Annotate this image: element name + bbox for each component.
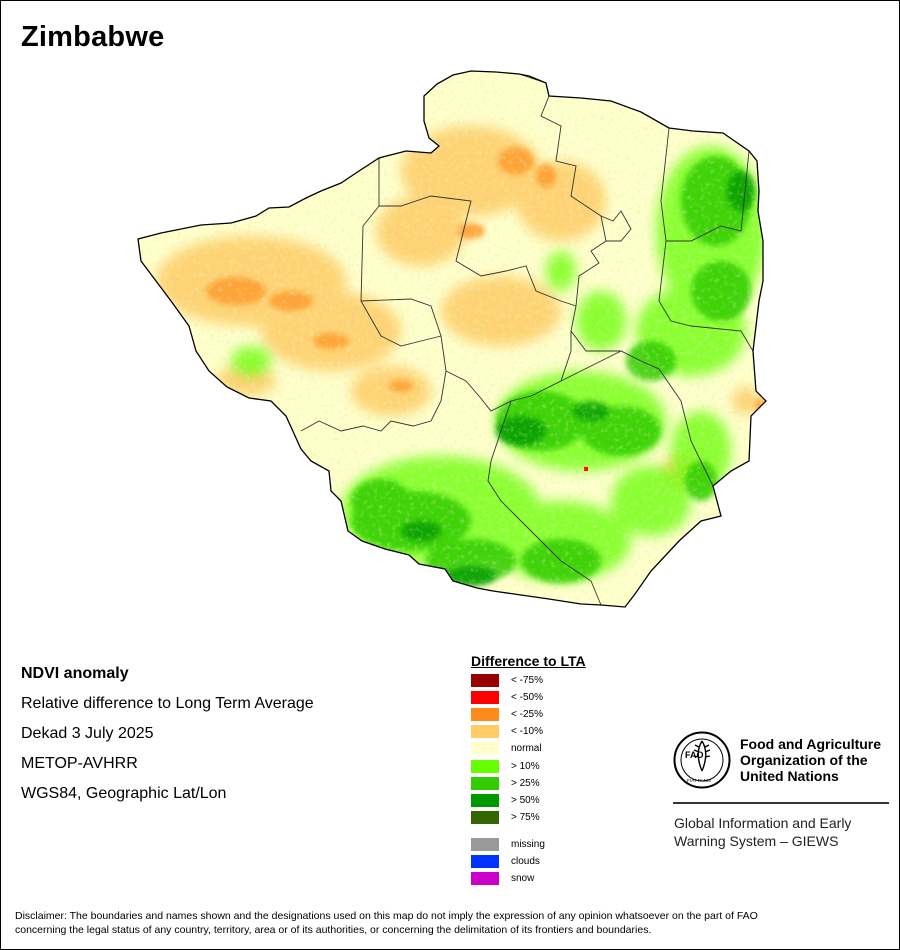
product-projection: WGS84, Geographic Lat/Lon: [21, 785, 227, 802]
legend-swatch: [471, 707, 499, 721]
legend-swatch: [471, 811, 499, 825]
giews-line1: Global Information and Early: [674, 815, 852, 831]
fao-name-line2: Organization of the: [740, 752, 868, 768]
product-description: Relative difference to Long Term Average: [21, 695, 314, 712]
legend-label: missing: [511, 838, 545, 850]
legend-label: > 50%: [511, 794, 540, 806]
legend: Difference to LTA < -75% < -50% < -25% < -1…: [471, 653, 671, 885]
legend-label: > 25%: [511, 777, 540, 789]
legend-swatch: [471, 742, 499, 756]
legend-swatch: [471, 776, 499, 790]
boundary-bulawayo-north: [360, 300, 442, 347]
legend-item: > 50%: [471, 793, 540, 807]
giews-name: Global Information and Early Warning Sys…: [674, 814, 851, 850]
texture-green: [138, 71, 766, 607]
fao-name: Food and Agriculture Organization of the…: [740, 736, 881, 784]
legend-label: > 75%: [511, 812, 540, 824]
disclaimer-line1: Disclaimer: The boundaries and names sho…: [15, 910, 758, 922]
boundary-matabeleland-south-north: [300, 370, 447, 432]
legend-label: < -50%: [511, 691, 543, 703]
fao-name-line3: United Nations: [740, 768, 839, 784]
map-title: Zimbabwe: [21, 21, 165, 53]
boundary-mashonaland-central: [518, 73, 607, 332]
province-boundaries: [300, 73, 754, 606]
legend-swatch: [471, 854, 499, 868]
legend-label: < -10%: [511, 726, 543, 738]
legend-swatch: [471, 673, 499, 687]
legend-item: < -50%: [471, 690, 543, 704]
legend-swatch: [471, 871, 499, 885]
ndvi-anomaly-map: [137, 70, 767, 608]
boundary-manicaland-south: [570, 330, 714, 487]
legend-item: < -10%: [471, 725, 543, 739]
anomaly-raster: [138, 71, 766, 607]
legend-item: snow: [471, 871, 534, 885]
legend-swatch: [471, 690, 499, 704]
legend-item: > 10%: [471, 759, 540, 773]
legend-label: normal: [511, 743, 542, 755]
fao-emblem-icon: FAO FIAT PANIS: [673, 731, 731, 789]
legend-title: Difference to LTA: [471, 653, 586, 669]
disclaimer-line2: concerning the legal status of any count…: [15, 924, 652, 936]
fao-emblem-letter-f: FAO: [685, 750, 704, 760]
fao-name-line1: Food and Agriculture: [740, 736, 882, 752]
boundary-mashonaland-east-north: [660, 127, 750, 242]
legend-label: < -75%: [511, 674, 543, 686]
map-info-block: NDVI anomaly Relative difference to Long…: [21, 659, 314, 809]
product-name: NDVI anomaly: [21, 665, 129, 682]
boundary-harare: [600, 210, 632, 242]
product-sensor: METOP-AVHRR: [21, 755, 138, 772]
boundary-mashonaland-east-south: [658, 240, 754, 352]
legend-label: snow: [511, 872, 535, 884]
legend-item: > 25%: [471, 776, 540, 790]
legend-item: missing: [471, 837, 545, 851]
legend-swatch: [471, 793, 499, 807]
legend-item: < -75%: [471, 673, 543, 687]
legend-item: normal: [471, 742, 542, 756]
legend-swatch: [471, 725, 499, 739]
legend-label: < -25%: [511, 708, 543, 720]
legend-item: clouds: [471, 854, 540, 868]
legend-item: > 75%: [471, 811, 540, 825]
disclaimer: Disclaimer: The boundaries and names sho…: [15, 909, 890, 937]
fao-divider: [673, 802, 889, 804]
legend-item: < -25%: [471, 707, 543, 721]
boundary-mashonaland-west: [378, 158, 577, 307]
boundary-masvingo-west: [487, 400, 602, 606]
product-period: Dekad 3 July 2025: [21, 725, 154, 742]
legend-label: > 10%: [511, 760, 540, 772]
legend-swatch: [471, 759, 499, 773]
legend-label: clouds: [511, 855, 540, 867]
giews-line2: Warning System – GIEWS: [674, 833, 839, 849]
boundary-masvingo-north: [560, 350, 622, 382]
fao-emblem-motto: FIAT PANIS: [687, 778, 711, 783]
legend-swatch: [471, 837, 499, 851]
